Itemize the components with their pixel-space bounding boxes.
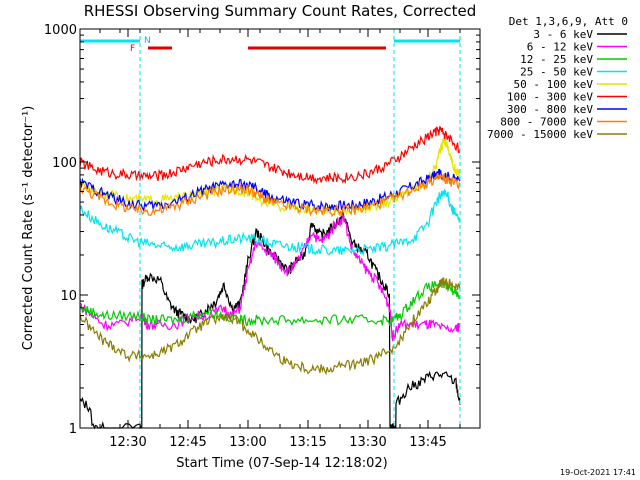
series-line-800-7000-kev [79,172,461,218]
series-line-3-6-kev [79,210,461,430]
legend-label: 100 - 300 keV [507,91,593,104]
legend-label: 7000 - 15000 keV [487,128,593,141]
axis-layer: 12:30 12:45 13:00 13:15 13:30 13:45 1 10 100 1000 [44,23,481,450]
x-tick-label: 13:30 [349,435,386,450]
legend-label: 800 - 7000 keV [500,116,593,129]
x-tick-label: 13:45 [409,435,446,450]
series-line-300-800-kev [79,168,461,213]
x-tick-label: 13:15 [289,435,326,450]
legend-label: 50 - 100 keV [514,78,594,91]
y-axis-label: Corrected Count Rate (s⁻¹ detector⁻¹) [21,106,36,351]
x-tick-label: 12:45 [169,435,206,450]
series-layer [79,125,461,430]
y-tick-label: 1000 [44,23,77,38]
series-line-12-25-kev [79,278,461,327]
x-tick-label: 12:30 [109,435,146,450]
series-line-6-12-kev [79,214,461,342]
x-axis-label: Start Time (07-Sep-14 12:18:02) [176,456,387,471]
series-line-25-50-kev [79,189,461,257]
y-tick-label: 1 [69,422,77,437]
night-flag-label: N [144,36,151,46]
chart-title: RHESSI Observing Summary Count Rates, Co… [84,2,477,20]
legend-label: 25 - 50 keV [520,66,593,79]
legend-label: 6 - 12 keV [527,41,594,54]
series-line-7000-15000-kev [79,277,461,376]
y-tick-label: 10 [60,289,77,304]
y-tick-label: 100 [52,156,77,171]
timestamp: 19-Oct-2021 17:41 [560,468,636,477]
flare-flag-label: F [130,44,135,54]
marker-layer: NF [80,29,461,428]
series-line-100-300-kev [79,125,461,185]
legend-label: 300 - 800 keV [507,103,593,116]
legend-label: 3 - 6 keV [533,28,593,41]
legend-label: 12 - 25 keV [520,53,593,66]
x-tick-label: 13:00 [229,435,266,450]
legend-title: Det 1,3,6,9, Att 0 [509,15,628,28]
